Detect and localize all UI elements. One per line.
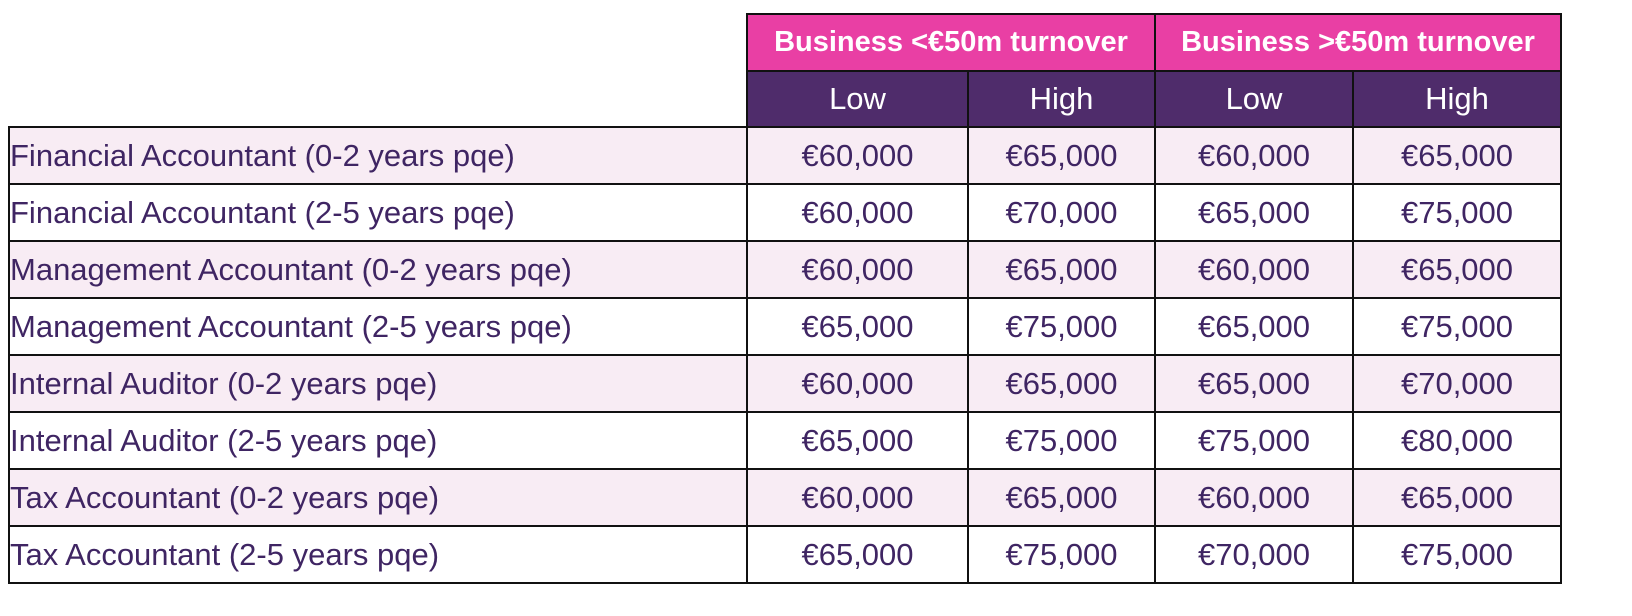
sub-header-row: Low High Low High xyxy=(9,70,1562,128)
table-row: Tax Accountant (2-5 years pqe) €65,000 €… xyxy=(8,525,1562,584)
salary-cell: €75,000 xyxy=(1352,525,1562,584)
salary-cell: €75,000 xyxy=(1352,183,1562,242)
role-cell: Management Accountant (0-2 years pqe) xyxy=(8,240,748,299)
group-header-row: Business <€50m turnover Business >€50m t… xyxy=(9,13,1562,72)
role-cell: Tax Accountant (0-2 years pqe) xyxy=(8,468,748,527)
salary-cell: €65,000 xyxy=(1352,240,1562,299)
salary-cell: €80,000 xyxy=(1352,411,1562,470)
corner-blank xyxy=(9,71,747,127)
salary-cell: €65,000 xyxy=(1154,183,1354,242)
table-row: Tax Accountant (0-2 years pqe) €60,000 €… xyxy=(8,468,1562,527)
sub-header-low: Low xyxy=(1154,70,1354,128)
salary-table: Business <€50m turnover Business >€50m t… xyxy=(8,13,1562,584)
table-row: Internal Auditor (0-2 years pqe) €60,000… xyxy=(8,354,1562,413)
table-row: Financial Accountant (2-5 years pqe) €60… xyxy=(8,183,1562,242)
sub-header-low: Low xyxy=(746,70,969,128)
salary-cell: €65,000 xyxy=(967,354,1156,413)
group-header-over-50m: Business >€50m turnover xyxy=(1154,13,1562,72)
salary-cell: €65,000 xyxy=(746,297,969,356)
role-cell: Tax Accountant (2-5 years pqe) xyxy=(8,525,748,584)
sub-header-high: High xyxy=(967,70,1156,128)
table-row: Management Accountant (2-5 years pqe) €6… xyxy=(8,297,1562,356)
salary-cell: €65,000 xyxy=(1352,468,1562,527)
salary-cell: €65,000 xyxy=(967,468,1156,527)
salary-cell: €65,000 xyxy=(1352,126,1562,185)
salary-cell: €60,000 xyxy=(1154,468,1354,527)
salary-cell: €75,000 xyxy=(967,297,1156,356)
salary-cell: €60,000 xyxy=(746,354,969,413)
salary-cell: €70,000 xyxy=(1352,354,1562,413)
table-row: Management Accountant (0-2 years pqe) €6… xyxy=(8,240,1562,299)
salary-cell: €65,000 xyxy=(967,240,1156,299)
salary-cell: €60,000 xyxy=(746,240,969,299)
corner-blank xyxy=(9,14,747,71)
salary-cell: €60,000 xyxy=(1154,240,1354,299)
salary-cell: €65,000 xyxy=(1154,297,1354,356)
salary-cell: €75,000 xyxy=(1352,297,1562,356)
table-row: Financial Accountant (0-2 years pqe) €60… xyxy=(8,126,1562,185)
salary-cell: €65,000 xyxy=(746,525,969,584)
table-row: Internal Auditor (2-5 years pqe) €65,000… xyxy=(8,411,1562,470)
salary-cell: €65,000 xyxy=(746,411,969,470)
role-cell: Management Accountant (2-5 years pqe) xyxy=(8,297,748,356)
salary-cell: €60,000 xyxy=(746,183,969,242)
salary-cell: €75,000 xyxy=(967,525,1156,584)
salary-cell: €65,000 xyxy=(967,126,1156,185)
salary-cell: €70,000 xyxy=(1154,525,1354,584)
group-header-under-50m: Business <€50m turnover xyxy=(746,13,1156,72)
role-cell: Internal Auditor (0-2 years pqe) xyxy=(8,354,748,413)
sub-header-high: High xyxy=(1352,70,1562,128)
salary-cell: €60,000 xyxy=(746,126,969,185)
role-cell: Financial Accountant (2-5 years pqe) xyxy=(8,183,748,242)
salary-cell: €75,000 xyxy=(967,411,1156,470)
salary-cell: €70,000 xyxy=(967,183,1156,242)
salary-cell: €60,000 xyxy=(1154,126,1354,185)
role-cell: Internal Auditor (2-5 years pqe) xyxy=(8,411,748,470)
salary-cell: €65,000 xyxy=(1154,354,1354,413)
salary-cell: €75,000 xyxy=(1154,411,1354,470)
salary-cell: €60,000 xyxy=(746,468,969,527)
role-cell: Financial Accountant (0-2 years pqe) xyxy=(8,126,748,185)
